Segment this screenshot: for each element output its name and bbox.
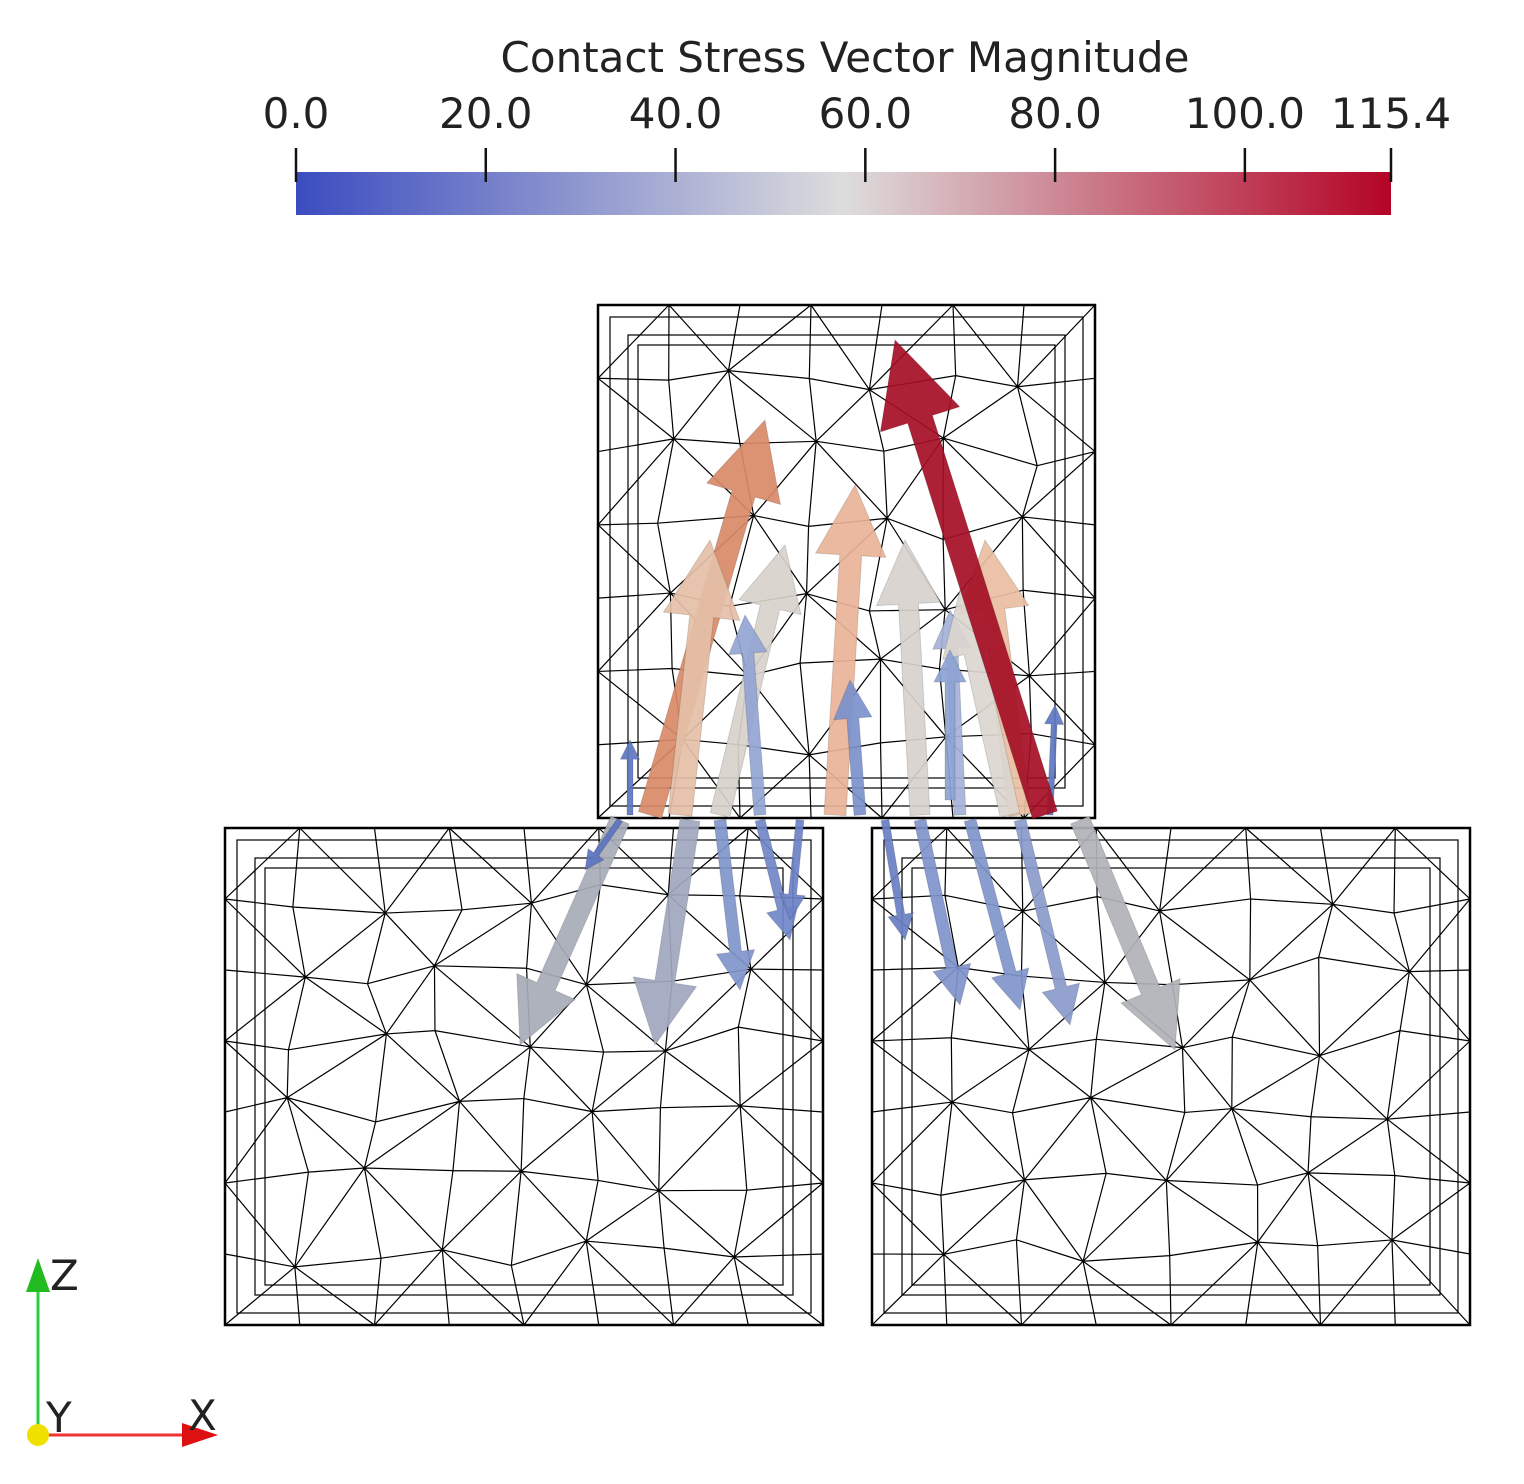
mesh-edge — [254, 857, 794, 1296]
stress-glyph — [875, 538, 942, 817]
mesh-edge — [264, 867, 784, 1286]
stress-glyph — [632, 817, 701, 1047]
stress-glyph — [879, 338, 1059, 820]
stress-glyph — [832, 678, 873, 816]
colorbar-tick-label: 115.4 — [1331, 89, 1451, 138]
mesh-lines — [224, 827, 824, 1326]
stress-glyph — [814, 483, 887, 817]
colorbar-title: Contact Stress Vector Magnitude — [501, 33, 1190, 82]
colorbar-tick-label: 60.0 — [819, 89, 913, 138]
mesh-edge — [901, 857, 1441, 1296]
stress-glyph — [779, 819, 807, 922]
mesh-edge — [236, 839, 812, 1314]
axes-triad: Z Y X — [26, 1251, 218, 1447]
y-axis — [27, 1424, 49, 1446]
colorbar-tick-label: 100.0 — [1185, 89, 1305, 138]
stress-glyph — [662, 538, 741, 817]
colorbar-tick-label: 0.0 — [263, 89, 330, 138]
colorbar-tick-label: 40.0 — [629, 89, 723, 138]
z-label: Z — [50, 1251, 79, 1300]
stress-glyph — [619, 738, 641, 816]
colorbar — [296, 172, 1391, 215]
mesh-lines — [871, 827, 1471, 1326]
stress-glyph — [713, 818, 756, 992]
colorbar-tick-label: 80.0 — [1008, 89, 1102, 138]
stress-glyph — [1070, 815, 1181, 1052]
x-arrow — [182, 1423, 218, 1447]
mesh — [223, 303, 1472, 1327]
stress-glyph — [727, 613, 768, 816]
y-label: Y — [45, 1393, 72, 1442]
mesh-edge — [911, 867, 1431, 1286]
stress-glyph — [933, 648, 967, 801]
glyphs — [516, 338, 1181, 1052]
stress-glyph — [1013, 817, 1081, 1027]
stress-glyph — [516, 815, 630, 1047]
z-arrow — [26, 1258, 50, 1292]
stress-glyph — [963, 817, 1030, 1012]
stress-glyph — [880, 818, 915, 942]
colorbar-tick-label: 20.0 — [439, 89, 533, 138]
stress-glyph — [584, 817, 624, 871]
x-label: X — [188, 1391, 217, 1440]
colorbar-ticks: 0.0 20.0 40.0 60.0 80.0 100.0 115.4 — [263, 89, 1451, 182]
stress-glyph — [913, 818, 972, 1007]
